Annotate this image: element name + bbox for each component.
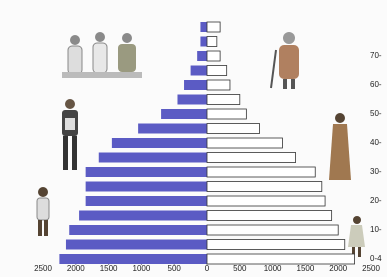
bar-left	[66, 240, 207, 250]
bar-left	[79, 211, 207, 221]
bar-left	[161, 109, 207, 119]
bar-left	[86, 196, 207, 206]
bar-right	[207, 153, 296, 163]
x-tick-label: 2000	[329, 264, 347, 273]
age-label: 50-	[370, 109, 382, 118]
age-label: 20-	[370, 196, 382, 205]
x-tick-label: 0	[205, 264, 210, 273]
bar-left	[177, 95, 207, 105]
bar-right	[207, 80, 230, 90]
bar-right	[207, 22, 220, 32]
bar-right	[207, 138, 282, 148]
x-tick-label: 500	[233, 264, 247, 273]
bar-right	[207, 167, 315, 177]
bar-left	[86, 182, 207, 192]
bar-left	[184, 80, 207, 90]
bar-right	[207, 225, 338, 235]
bar-right	[207, 51, 220, 61]
bar-right	[207, 240, 345, 250]
bar-left	[69, 225, 207, 235]
age-label: 0-4	[370, 254, 382, 263]
bar-right	[207, 196, 325, 206]
bar-left	[200, 37, 207, 47]
bar-right	[207, 124, 259, 134]
age-label: 40-	[370, 138, 382, 147]
bar-left	[191, 66, 207, 76]
x-tick-label: 2500	[362, 264, 380, 273]
age-label: 70-	[370, 51, 382, 60]
x-tick-label: 1500	[100, 264, 118, 273]
photo-elders	[62, 32, 142, 78]
bar-right	[207, 109, 246, 119]
bar-right	[207, 254, 355, 264]
bar-right	[207, 37, 217, 47]
x-tick-label: 1000	[133, 264, 151, 273]
bar-left	[200, 22, 207, 32]
age-label: 60-	[370, 80, 382, 89]
bar-right	[207, 95, 240, 105]
chart: 0-4 10- 20- 30- 40- 50- 60- 70- 0 500 500 1000 1000 1…	[0, 0, 387, 277]
bar-left	[99, 153, 207, 163]
bar-left	[197, 51, 207, 61]
bar-left	[138, 124, 207, 134]
x-tick-label: 1000	[264, 264, 282, 273]
bar-left	[86, 167, 207, 177]
age-label: 30-	[370, 167, 382, 176]
bar-left	[112, 138, 207, 148]
bar-right	[207, 182, 322, 192]
x-tick-label: 500	[168, 264, 182, 273]
x-tick-label: 2500	[34, 264, 52, 273]
bar-left	[59, 254, 207, 264]
age-label: 10-	[370, 225, 382, 234]
bar-right	[207, 66, 227, 76]
x-tick-label: 2000	[67, 264, 85, 273]
bar-right	[207, 211, 332, 221]
x-tick-label: 1500	[297, 264, 315, 273]
